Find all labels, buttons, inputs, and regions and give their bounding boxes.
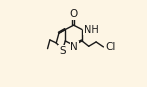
Text: S: S: [59, 46, 66, 56]
Text: N: N: [70, 42, 78, 52]
Text: NH: NH: [84, 25, 99, 35]
Text: O: O: [70, 9, 78, 19]
Text: Cl: Cl: [105, 42, 115, 52]
